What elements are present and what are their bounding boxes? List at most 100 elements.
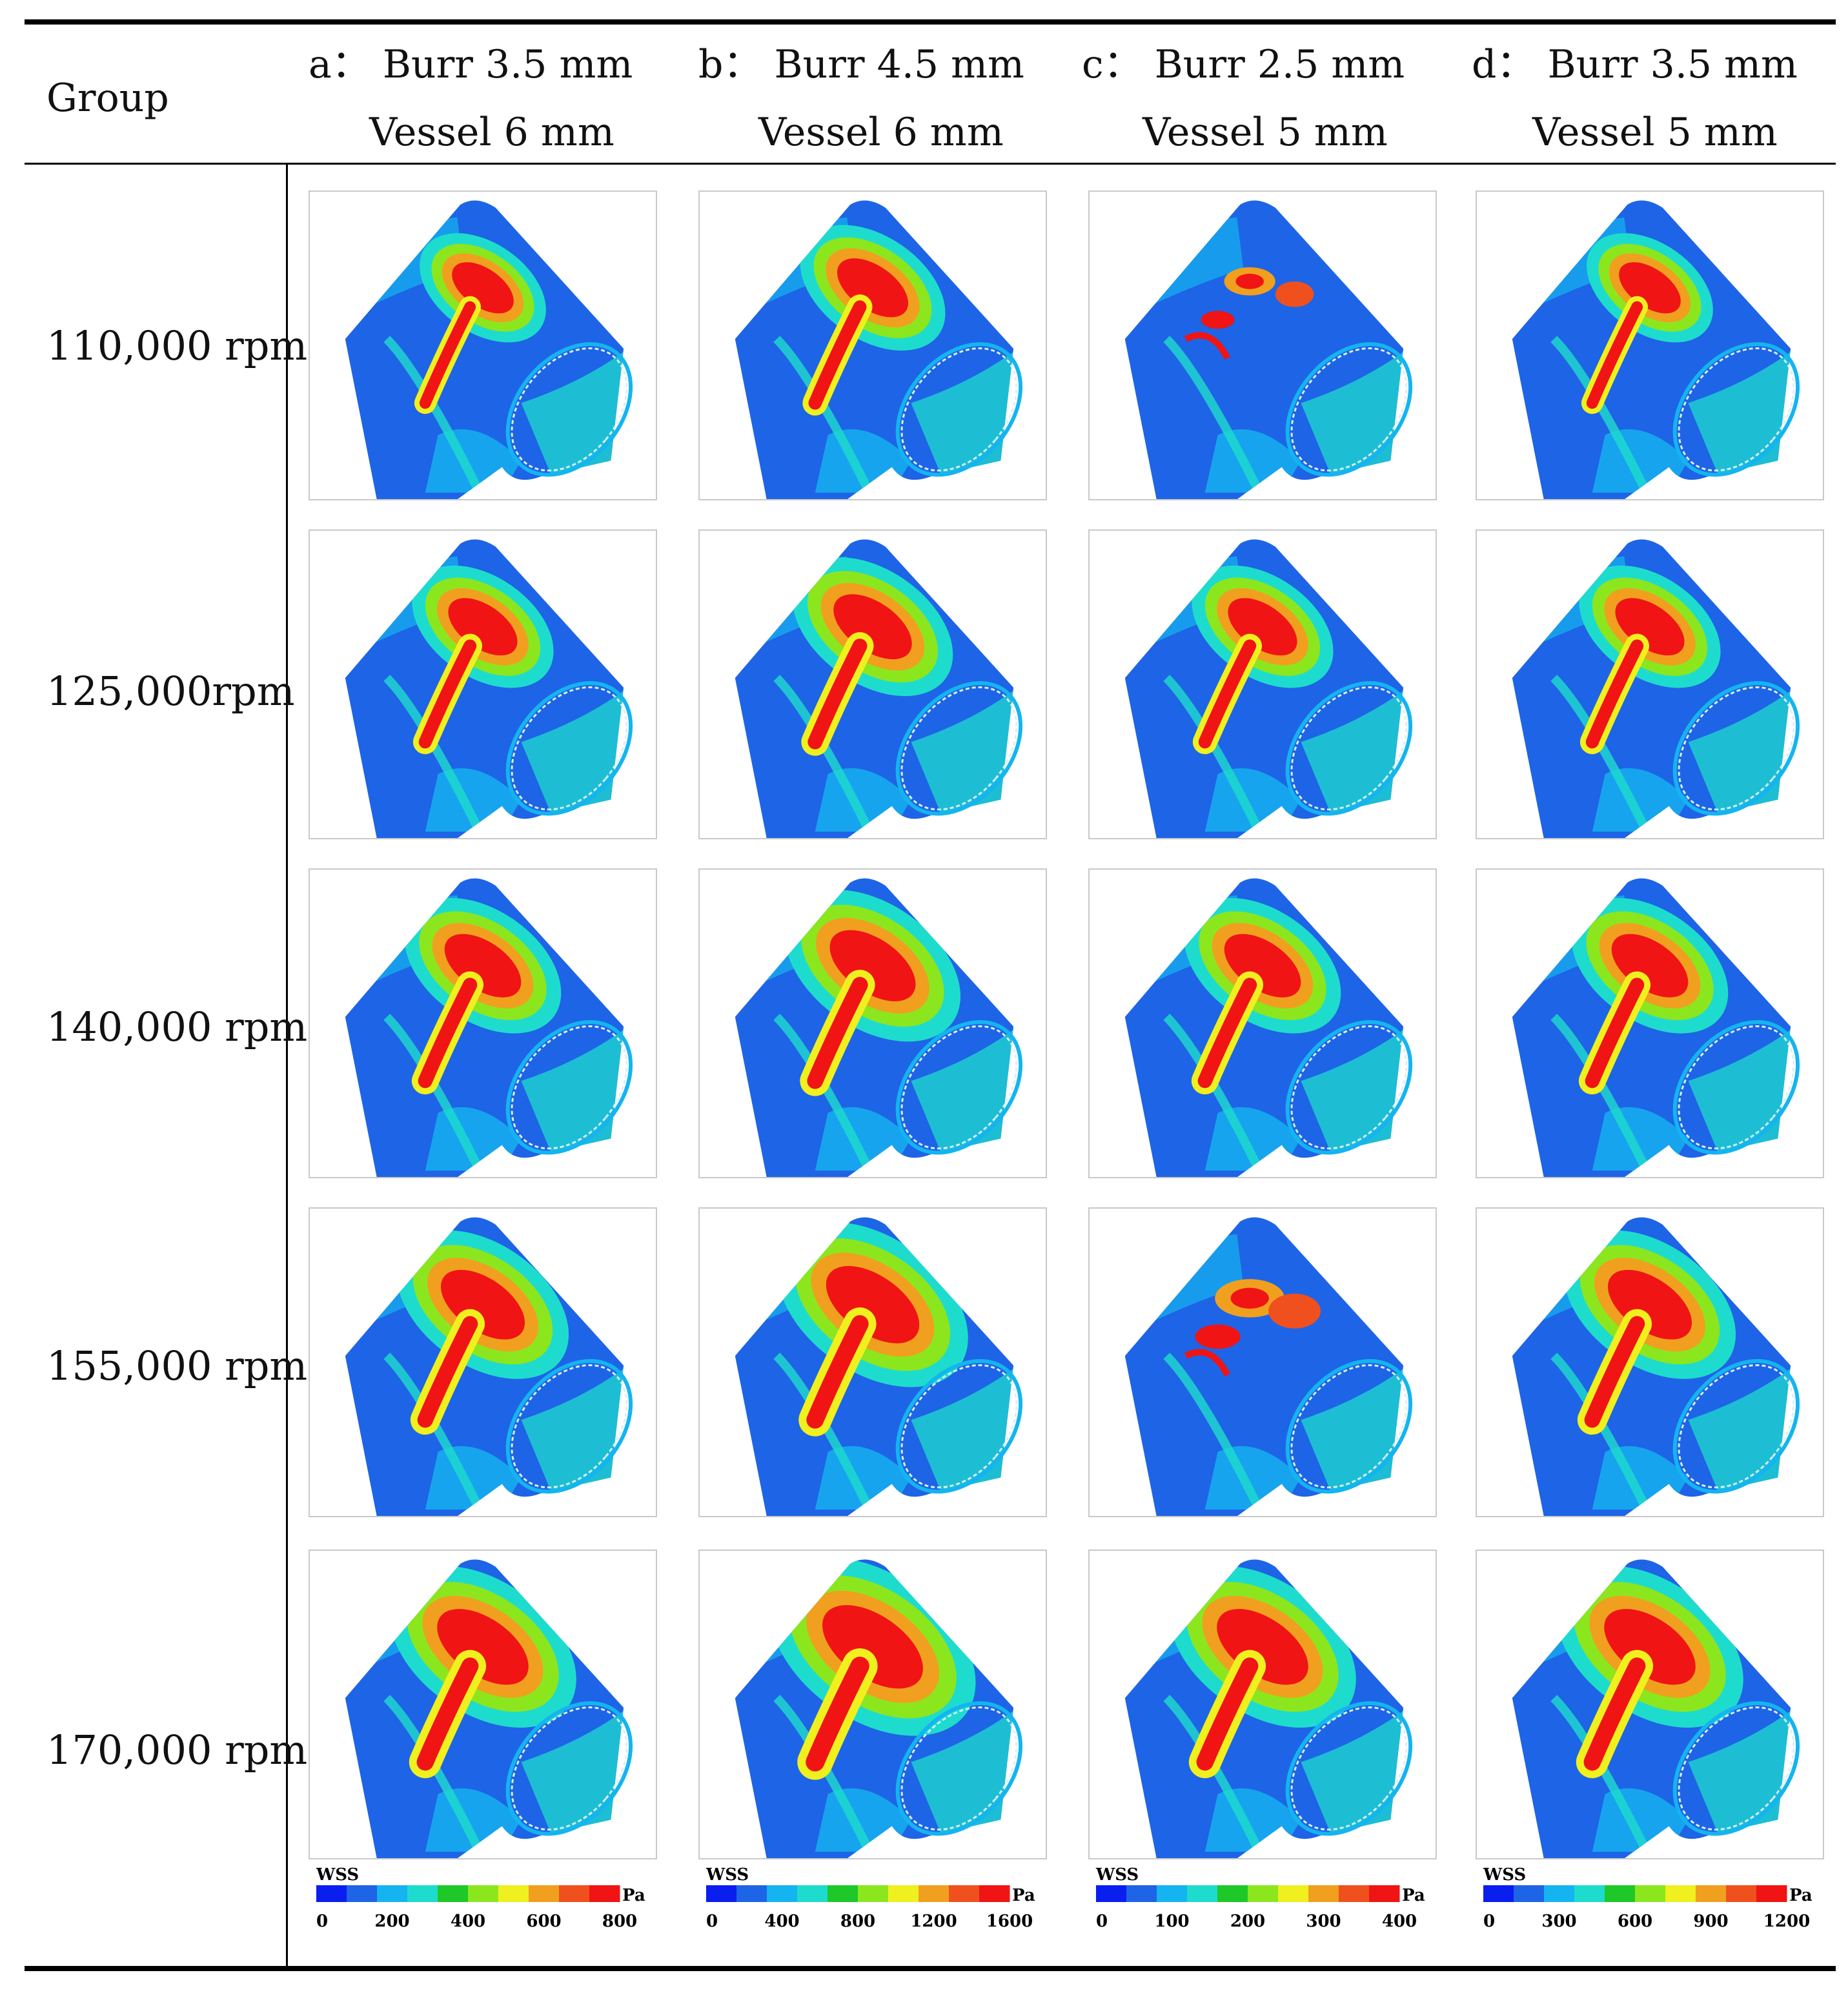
row-label-125000: 125,000rpm <box>46 668 295 715</box>
wss-panel-b-140000 <box>698 868 1047 1178</box>
colorbar-segment <box>347 1885 378 1902</box>
colorbar-tick-label: 200 <box>374 1912 409 1931</box>
colorbar-segment <box>736 1885 767 1902</box>
row-label-110000: 110,000 rpm <box>46 322 308 369</box>
wss-panel-c-125000 <box>1088 529 1437 839</box>
colorbar-segment <box>1339 1885 1370 1902</box>
colorbar-unit: Pa <box>1012 1886 1035 1905</box>
colorbar-segment <box>888 1885 919 1902</box>
wss-contour-image <box>1512 539 1800 838</box>
colorbar-segment <box>468 1885 499 1902</box>
colorbar-segment <box>316 1885 347 1902</box>
colorbar-segment <box>1187 1885 1218 1902</box>
colorbar-tick-label: 1200 <box>910 1912 957 1931</box>
colorbar-tick-label: 800 <box>840 1912 875 1931</box>
colorbar-segment <box>1514 1885 1545 1902</box>
wss-panel-d-170000 <box>1476 1550 1824 1859</box>
colorbar-segment <box>919 1885 949 1902</box>
colorbar-tick-label: 600 <box>1618 1912 1652 1931</box>
colorbar-tick-label: 900 <box>1693 1912 1728 1931</box>
colorbar-segment <box>1308 1885 1339 1902</box>
colorbar-segment <box>979 1885 1010 1902</box>
wss-contour-image <box>345 878 633 1177</box>
colorbar-segment <box>706 1885 737 1902</box>
wss-panel-d-125000 <box>1476 529 1824 839</box>
column-header-line1: a： Burr 3.5 mm <box>309 42 633 87</box>
colorbar-tick-label: 0 <box>706 1912 718 1931</box>
colorbar-segment <box>589 1885 620 1902</box>
wss-contour-image <box>1124 539 1413 838</box>
wss-panel-b-110000 <box>698 190 1047 500</box>
column-header-line2: Vessel 6 mm <box>369 110 614 155</box>
colorbar-segment <box>1696 1885 1727 1902</box>
wss-contour-image <box>1512 1559 1800 1858</box>
colorbar-segment <box>949 1885 980 1902</box>
table-top-rule <box>25 19 1836 25</box>
colorbar-tick-label: 0 <box>316 1912 328 1931</box>
colorbar-segment <box>1726 1885 1757 1902</box>
wss-contour-image <box>1512 1217 1800 1516</box>
colorbar-segment <box>1574 1885 1605 1902</box>
wss-panel-c-170000 <box>1088 1550 1437 1859</box>
wss-contour-image <box>1124 878 1413 1177</box>
colorbar-tick-label: 0 <box>1096 1912 1108 1931</box>
wss-contour-image <box>345 1217 633 1516</box>
colorbar-segment <box>1605 1885 1636 1902</box>
colorbar-segment <box>1096 1885 1127 1902</box>
column-header-line1: c： Burr 2.5 mm <box>1082 42 1405 87</box>
colorbar-tick-label: 200 <box>1230 1912 1265 1931</box>
colorbar-tick-label: 300 <box>1541 1912 1576 1931</box>
wss-panel-c-155000 <box>1088 1207 1437 1517</box>
colorbar-title: WSS <box>316 1865 359 1885</box>
column-header-line2: Vessel 6 mm <box>758 110 1004 155</box>
colorbar-title: WSS <box>706 1865 749 1885</box>
wss-colorbar-a: WSS Pa 0 200 400 600 800 <box>309 1859 657 1937</box>
wss-contour-image <box>1124 200 1413 499</box>
wss-panel-c-140000 <box>1088 868 1437 1178</box>
colorbar-segment <box>767 1885 798 1902</box>
colorbar-title: WSS <box>1095 1865 1139 1885</box>
colorbar-segment <box>1248 1885 1279 1902</box>
row-label-155000: 155,000 rpm <box>46 1342 308 1389</box>
colorbar-segment <box>529 1885 560 1902</box>
wss-panel-a-110000 <box>309 190 657 500</box>
wss-contour-image <box>345 539 633 838</box>
colorbar-tick-label: 100 <box>1154 1912 1189 1931</box>
wss-contour-image <box>1512 200 1800 499</box>
colorbar-segment <box>407 1885 438 1902</box>
wss-panel-d-140000 <box>1476 868 1824 1178</box>
colorbar-tick-label: 1600 <box>986 1912 1033 1931</box>
wss-colorbar-b: WSS Pa 0 400 800 1200 1600 <box>698 1859 1047 1937</box>
column-header-line2: Vessel 5 mm <box>1532 110 1778 155</box>
wss-contour-image <box>735 1559 1023 1858</box>
row-label-140000: 140,000 rpm <box>46 1003 308 1050</box>
wss-contour-image <box>345 1559 633 1858</box>
table-column-divider <box>286 165 288 1966</box>
wss-panel-a-155000 <box>309 1207 657 1517</box>
wss-colorbar-d: WSS Pa 0 300 600 900 1200 <box>1476 1859 1824 1937</box>
wss-panel-a-140000 <box>309 868 657 1178</box>
wss-panel-b-170000 <box>698 1550 1047 1859</box>
colorbar-tick-label: 0 <box>1483 1912 1495 1931</box>
colorbar-segment <box>828 1885 858 1902</box>
wss-colorbar-c: WSS Pa 0 100 200 300 400 <box>1088 1859 1437 1937</box>
colorbar-segment <box>858 1885 889 1902</box>
table-header-rule <box>25 163 1836 165</box>
colorbar-segment <box>498 1885 529 1902</box>
colorbar-tick-label: 400 <box>764 1912 799 1931</box>
column-header-line1: d： Burr 3.5 mm <box>1472 42 1798 87</box>
table-bottom-rule <box>25 1966 1836 1971</box>
corner-label: Group <box>46 76 169 121</box>
colorbar-tick-label: 800 <box>602 1912 637 1931</box>
colorbar-segment <box>1665 1885 1696 1902</box>
wss-contour-image <box>345 200 633 499</box>
colorbar-segment <box>438 1885 469 1902</box>
colorbar-segment <box>1126 1885 1157 1902</box>
colorbar-segment <box>1217 1885 1248 1902</box>
wss-contour-image <box>735 878 1023 1177</box>
colorbar-segment <box>1369 1885 1400 1902</box>
colorbar-title: WSS <box>1483 1865 1526 1885</box>
wss-contour-image <box>1124 1559 1413 1858</box>
colorbar-unit: Pa <box>1789 1886 1812 1905</box>
colorbar-segment <box>1157 1885 1188 1902</box>
